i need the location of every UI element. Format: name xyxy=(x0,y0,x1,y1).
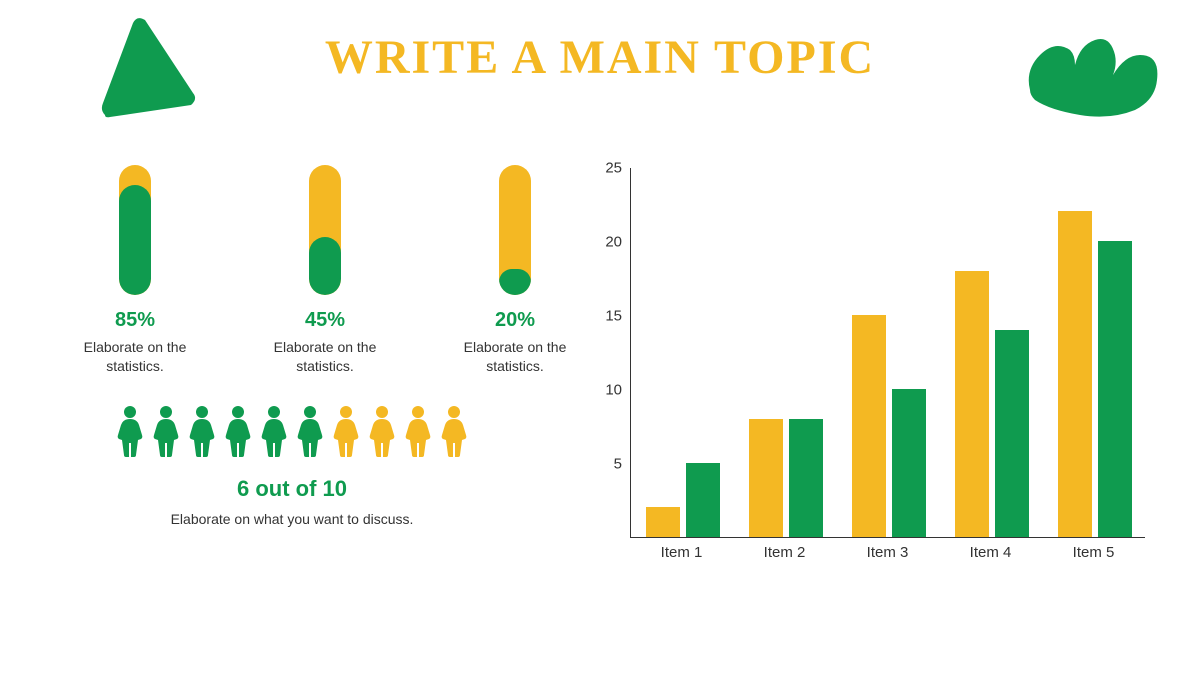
person-icon xyxy=(331,405,361,462)
x-label: Item 5 xyxy=(1073,544,1115,561)
pill-percent: 20% xyxy=(495,309,535,332)
y-tick: 15 xyxy=(605,308,622,325)
bar xyxy=(686,463,720,537)
person-icon xyxy=(259,405,289,462)
bar xyxy=(749,419,783,537)
pill-stat: 45% Elaborate on the statistics. xyxy=(265,165,385,376)
person-icon xyxy=(403,405,433,462)
pill-percent: 85% xyxy=(115,309,155,332)
bar-group xyxy=(646,463,720,537)
person-icon xyxy=(187,405,217,462)
pill-percent: 45% xyxy=(305,309,345,332)
bar xyxy=(892,389,926,537)
pill-caption: Elaborate on the statistics. xyxy=(75,338,195,376)
plot-area xyxy=(630,168,1145,538)
bar xyxy=(1058,211,1092,537)
bar xyxy=(789,419,823,537)
y-tick: 25 xyxy=(605,160,622,177)
person-icon xyxy=(223,405,253,462)
pill-stat: 85% Elaborate on the statistics. xyxy=(75,165,195,376)
y-tick: 10 xyxy=(605,382,622,399)
bar-group xyxy=(852,315,926,537)
x-label: Item 1 xyxy=(661,544,703,561)
people-row xyxy=(115,405,469,462)
people-caption: Elaborate on what you want to discuss. xyxy=(115,510,469,529)
x-label: Item 4 xyxy=(970,544,1012,561)
y-tick: 20 xyxy=(605,234,622,251)
bar xyxy=(852,315,886,537)
bar xyxy=(1098,241,1132,537)
x-axis: Item 1 Item 2 Item 3 Item 4 Item 5 xyxy=(630,538,1145,568)
main-title: WRITE A MAIN TOPIC xyxy=(0,30,1200,85)
y-tick: 5 xyxy=(614,456,622,473)
pill-caption: Elaborate on the statistics. xyxy=(265,338,385,376)
bar-group xyxy=(955,271,1029,537)
x-label: Item 3 xyxy=(867,544,909,561)
people-infographic: 6 out of 10 Elaborate on what you want t… xyxy=(115,405,469,529)
bar-chart: 510152025 Item 1Item 2Item 3Item 4Item 5 xyxy=(585,168,1145,568)
person-icon xyxy=(367,405,397,462)
bar-group xyxy=(749,419,823,537)
bar xyxy=(646,507,680,537)
pill-stats: 85% Elaborate on the statistics. 45% Elabor… xyxy=(75,165,575,376)
pill-stat: 20% Elaborate on the statistics. xyxy=(455,165,575,376)
person-icon xyxy=(295,405,325,462)
people-ratio: 6 out of 10 xyxy=(115,476,469,502)
bar xyxy=(955,271,989,537)
person-icon xyxy=(439,405,469,462)
person-icon xyxy=(151,405,181,462)
y-axis: 510152025 xyxy=(585,168,630,538)
x-label: Item 2 xyxy=(764,544,806,561)
person-icon xyxy=(115,405,145,462)
bar xyxy=(995,330,1029,537)
pill-caption: Elaborate on the statistics. xyxy=(455,338,575,376)
bar-group xyxy=(1058,211,1132,537)
